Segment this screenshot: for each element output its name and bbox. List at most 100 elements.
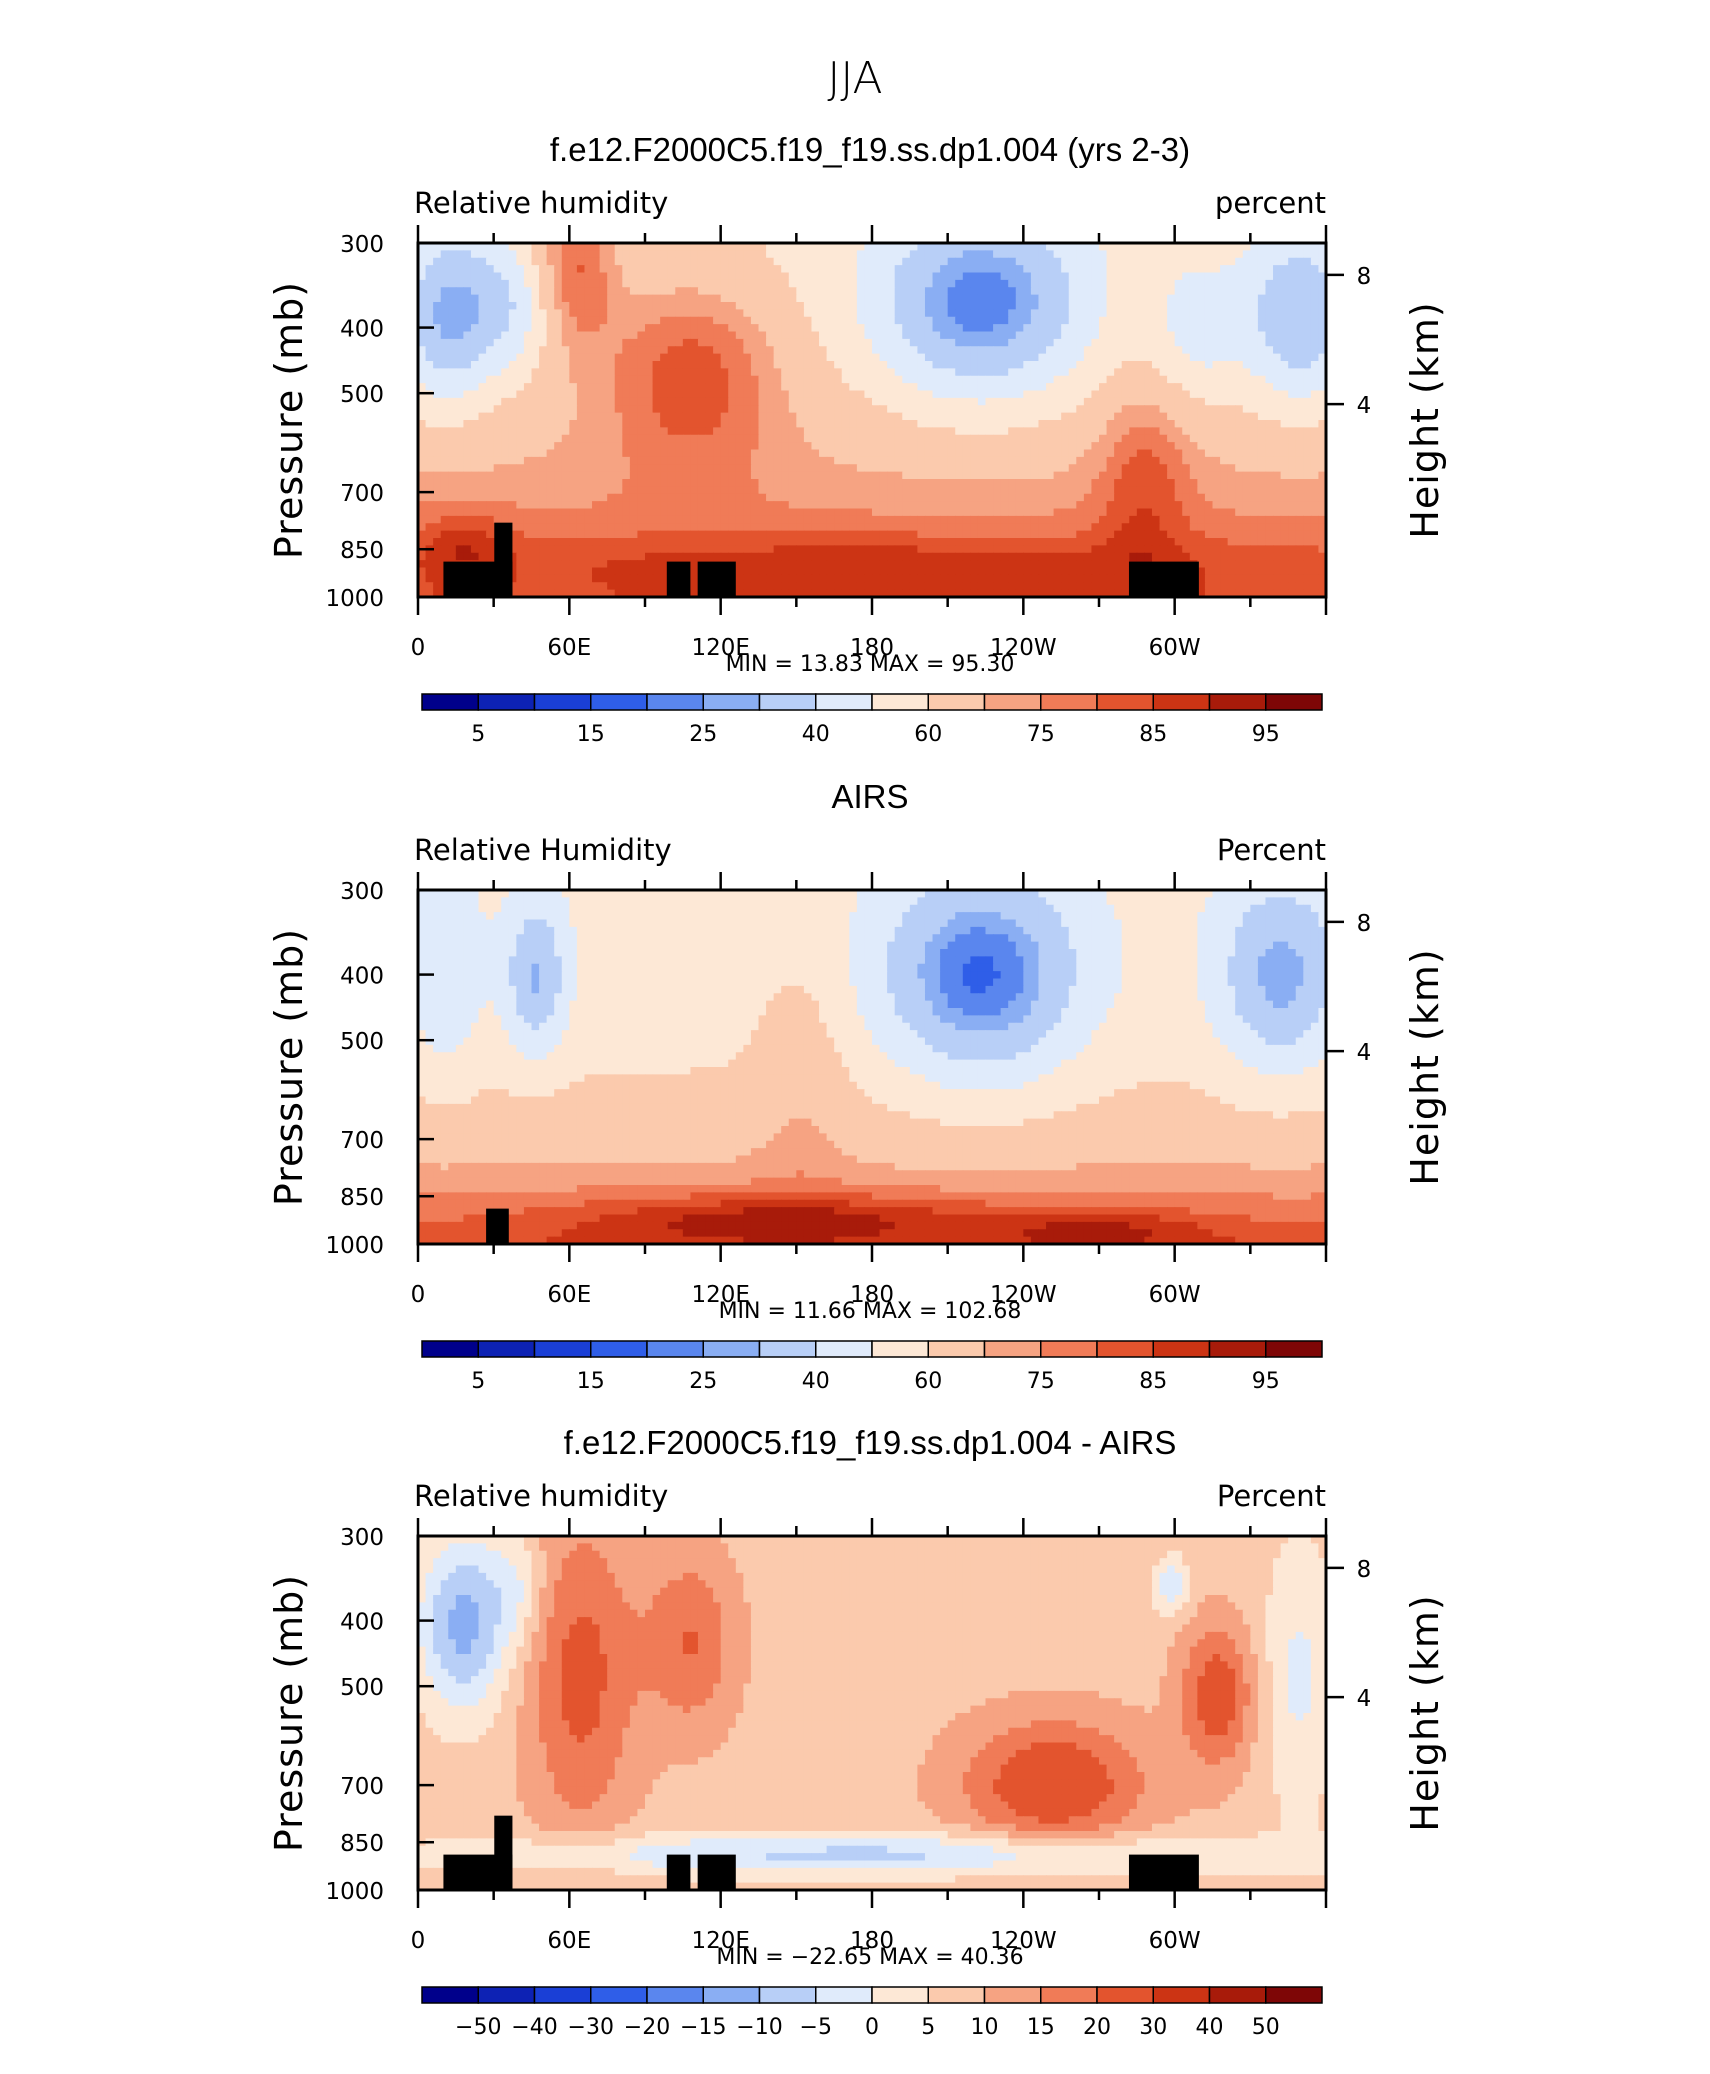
- heatmap-cell: [720, 316, 729, 325]
- heatmap-cell: [1295, 383, 1304, 392]
- heatmap-cell: [584, 471, 593, 480]
- heatmap-cell: [1220, 316, 1229, 325]
- heatmap-cell: [841, 508, 850, 517]
- heatmap-cell: [539, 538, 548, 546]
- heatmap-cell: [872, 250, 881, 259]
- heatmap-cell: [743, 346, 752, 355]
- heatmap-cell: [826, 508, 835, 517]
- heatmap-cell: [955, 486, 964, 495]
- heatmap-cell: [1182, 456, 1191, 465]
- heatmap-cell: [947, 302, 956, 310]
- heatmap-cell: [1076, 287, 1085, 296]
- heatmap-cell: [1182, 279, 1191, 288]
- heatmap-cell: [629, 294, 639, 303]
- heatmap-cell: [682, 471, 691, 480]
- heatmap-cell: [977, 265, 987, 274]
- heatmap-cell: [758, 243, 767, 251]
- heatmap-cell: [1295, 390, 1304, 399]
- heatmap-cell: [728, 353, 737, 362]
- heatmap-cell: [614, 397, 623, 406]
- heatmap-cell: [1227, 530, 1236, 539]
- heatmap-cell: [1068, 523, 1077, 532]
- heatmap-cell: [955, 538, 964, 546]
- heatmap-cell: [1212, 464, 1221, 473]
- heatmap-cell: [1257, 316, 1267, 325]
- heatmap-cell: [879, 442, 888, 451]
- heatmap-cell: [766, 449, 775, 458]
- heatmap-cell: [1295, 265, 1304, 274]
- heatmap-cell: [576, 412, 586, 421]
- heatmap-cell: [1114, 375, 1123, 384]
- heatmap-cell: [1061, 471, 1070, 480]
- heatmap-cell: [1030, 479, 1040, 487]
- heatmap-cell: [584, 434, 593, 443]
- heatmap-cell: [1121, 515, 1130, 524]
- heatmap-cell: [561, 412, 570, 421]
- heatmap-cell: [607, 324, 616, 333]
- heatmap-cell: [584, 530, 593, 539]
- heatmap-cell: [743, 375, 752, 384]
- heatmap-cell: [1015, 442, 1024, 451]
- heatmap-cell: [1121, 353, 1130, 362]
- heatmap-cell: [440, 523, 449, 532]
- heatmap-cell: [713, 361, 722, 369]
- heatmap-cell: [758, 368, 767, 377]
- heatmap-cell: [1000, 302, 1009, 310]
- heatmap-cell: [940, 353, 949, 362]
- heatmap-cell: [887, 530, 896, 539]
- heatmap-cell: [1144, 338, 1153, 347]
- heatmap-cell: [917, 279, 926, 288]
- heatmap-cell: [924, 530, 934, 539]
- heatmap-cell: [720, 486, 729, 495]
- heatmap-cell: [932, 523, 941, 532]
- heatmap-cell: [561, 508, 570, 517]
- heatmap-cell: [554, 523, 563, 532]
- heatmap-cell: [607, 375, 616, 384]
- heatmap-cell: [690, 434, 699, 443]
- heatmap-cell: [516, 265, 525, 274]
- heatmap-cell: [864, 324, 873, 333]
- heatmap-cell: [811, 375, 820, 384]
- heatmap-cell: [1227, 479, 1236, 487]
- heatmap-cell: [576, 442, 586, 451]
- heatmap-cell: [947, 324, 956, 333]
- heatmap-cell: [1038, 279, 1047, 288]
- heatmap-cell: [584, 479, 593, 487]
- heatmap-cell: [501, 383, 510, 392]
- heatmap-cell: [728, 545, 737, 554]
- heatmap-cell: [1061, 353, 1070, 362]
- heatmap-cell: [584, 420, 593, 428]
- heatmap-cell: [1303, 405, 1312, 414]
- heatmap-cell: [697, 272, 707, 281]
- heatmap-cell: [1197, 515, 1206, 524]
- heatmap-cell: [803, 302, 813, 310]
- heatmap-cell: [849, 302, 858, 310]
- heatmap-cell: [1227, 464, 1236, 473]
- heatmap-cell: [599, 493, 608, 502]
- heatmap-cell: [433, 442, 442, 451]
- heatmap-cell: [1106, 316, 1115, 325]
- heatmap-cell: [849, 456, 858, 465]
- heatmap-cell: [1106, 390, 1115, 399]
- heatmap-cell: [1023, 434, 1032, 443]
- heatmap-cell: [758, 287, 767, 296]
- heatmap-cell: [1257, 420, 1267, 428]
- heatmap-cell: [1091, 383, 1100, 392]
- heatmap-cell: [788, 279, 797, 288]
- heatmap-cell: [455, 420, 464, 428]
- heatmap-cell: [1030, 420, 1040, 428]
- heatmap-cell: [1220, 434, 1229, 443]
- heatmap-cell: [1106, 449, 1115, 458]
- heatmap-cell: [1038, 471, 1047, 480]
- heatmap-cell: [705, 346, 714, 355]
- heatmap-cell: [1220, 257, 1229, 266]
- heatmap-cell: [1227, 515, 1236, 524]
- heatmap-cell: [977, 427, 987, 436]
- heatmap-cell: [1159, 383, 1168, 392]
- heatmap-cell: [531, 383, 540, 392]
- heatmap-cell: [788, 420, 797, 428]
- heatmap-cell: [1038, 361, 1047, 369]
- heatmap-cell: [788, 449, 797, 458]
- heatmap-cell: [728, 390, 737, 399]
- heatmap-cell: [501, 479, 510, 487]
